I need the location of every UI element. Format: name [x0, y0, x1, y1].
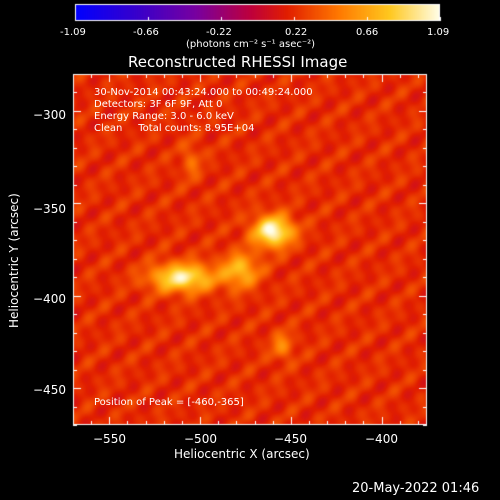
y-axis-label: Heliocentric Y (arcsec) [7, 193, 21, 328]
x-tick-label: −450 [274, 432, 307, 446]
colorbar-tick-label: 0.66 [356, 27, 379, 38]
y-tick-label: −400 [33, 292, 66, 306]
annotation-time-range: 30-Nov-2014 00:43:24.000 to 00:49:24.000 [94, 87, 313, 98]
y-tick-label: −350 [33, 202, 66, 216]
x-tick-label: −500 [184, 432, 217, 446]
annotation-energy-range: Energy Range: 3.0 - 6.0 keV [94, 111, 234, 122]
colorbar-tick-label: -0.22 [206, 27, 232, 38]
y-tick-label: −450 [33, 383, 66, 397]
colorbar-tick-label: -0.66 [133, 27, 159, 38]
footer-timestamp: 20-May-2022 01:46 [352, 481, 480, 496]
peak-position-label: Position of Peak = [-460,-365] [94, 397, 244, 408]
annotation-detectors: Detectors: 3F 6F 9F, Att 0 [94, 99, 223, 110]
colorbar-tick-label: -1.09 [60, 27, 86, 38]
x-axis-label: Heliocentric X (arcsec) [174, 447, 310, 461]
colorbar-units: (photons cm⁻² s⁻¹ asec⁻²) [186, 39, 316, 50]
x-tick-label: −400 [365, 432, 398, 446]
x-tick-label: −550 [93, 432, 126, 446]
colorbar-tick-label: 0.22 [285, 27, 308, 38]
colorbar-tick-label: 1.09 [427, 27, 450, 38]
annotation-total-counts: Clean Total counts: 8.95E+04 [94, 123, 255, 134]
chart-title: Reconstructed RHESSI Image [128, 53, 348, 71]
y-tick-label: −300 [33, 108, 66, 122]
